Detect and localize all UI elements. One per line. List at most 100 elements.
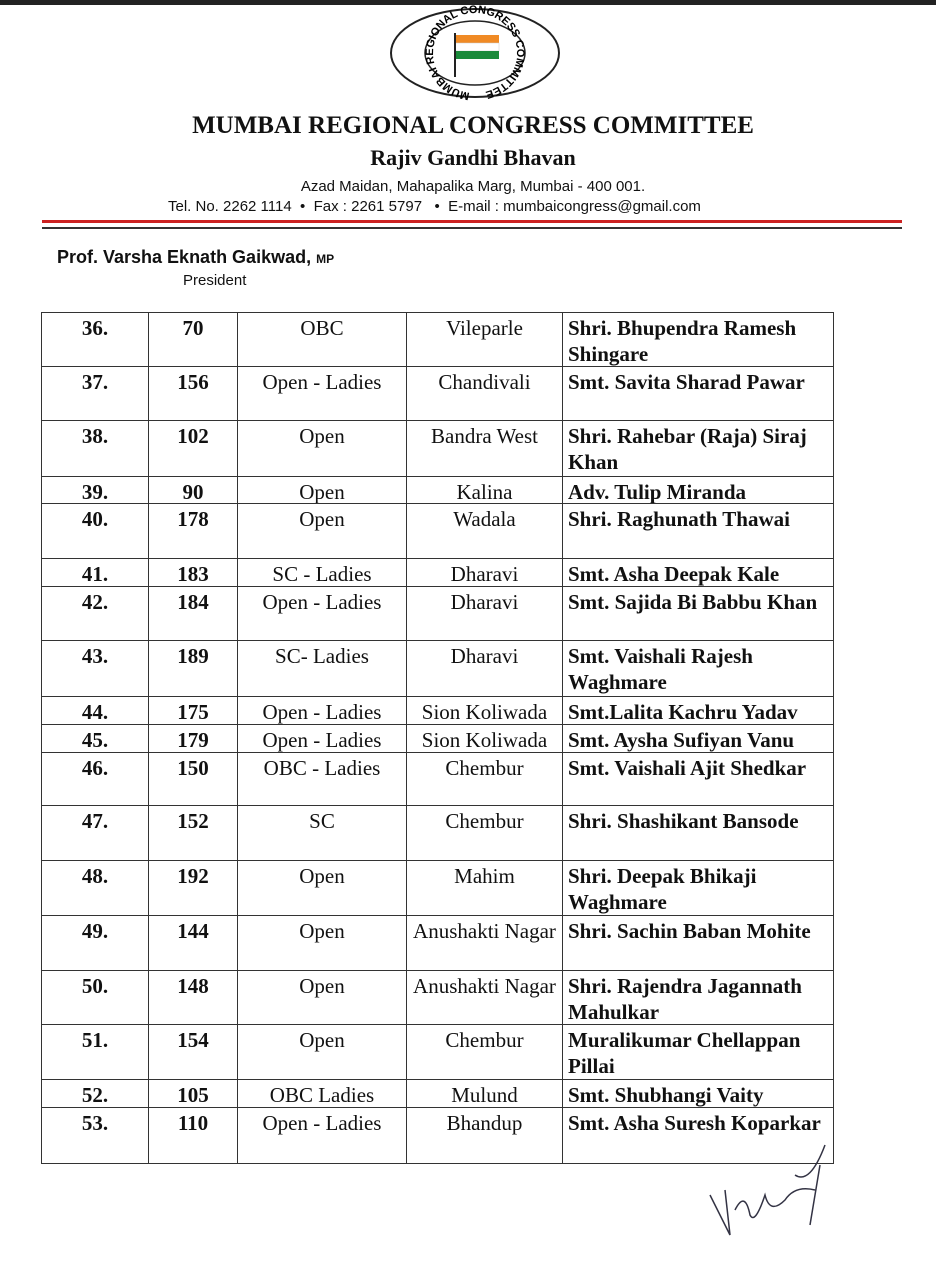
ward-cell: 192 [148, 860, 238, 916]
top-bar [0, 0, 936, 5]
serial-cell: 45. [41, 724, 149, 753]
category-cell: SC- Ladies [237, 640, 407, 697]
constituency-cell: Wadala [406, 503, 563, 559]
category-cell: SC [237, 805, 407, 861]
category-cell: Open [237, 503, 407, 559]
ward-cell: 144 [148, 915, 238, 971]
category-cell: Open [237, 970, 407, 1025]
rule [42, 220, 902, 223]
suffix: MP [316, 252, 335, 266]
ward-cell: 154 [148, 1024, 238, 1080]
constituency-cell: Dharavi [406, 640, 563, 697]
name-cell: Smt. Vaishali Ajit Shedkar [562, 752, 834, 806]
constituency-cell: Chembur [406, 752, 563, 806]
name-cell: Shri. Rahebar (Raja) Siraj Khan [562, 420, 834, 477]
serial-cell: 51. [41, 1024, 149, 1080]
name-cell: Shri. Sachin Baban Mohite [562, 915, 834, 971]
ward-cell: 179 [148, 724, 238, 753]
name-cell: Smt. Asha Deepak Kale [562, 558, 834, 587]
constituency-cell: Mahim [406, 860, 563, 916]
subtitle: Rajiv Gandhi Bhavan [370, 145, 576, 170]
constituency-cell: Bhandup [406, 1107, 563, 1164]
ward-cell: 178 [148, 503, 238, 559]
serial-cell: 40. [41, 503, 149, 559]
constituency-cell: Chandivali [406, 366, 563, 421]
category-cell: OBC [237, 312, 407, 367]
logo: MUMBAI REGIONAL CONGRESS COMMITTEE [390, 5, 560, 102]
name-cell: Smt. Sajida Bi Babbu Khan [562, 586, 834, 641]
ward-cell: 102 [148, 420, 238, 477]
constituency-cell: Vileparle [406, 312, 563, 367]
address: Azad Maidan, Mahapalika Marg, Mumbai - 4… [300, 178, 646, 195]
constituency-cell: Mulund [406, 1079, 563, 1108]
name-cell: Muralikumar Chellappan Pillai [562, 1024, 834, 1080]
name-cell: Shri. Deepak Bhikaji Waghmare [562, 860, 834, 916]
category-cell: Open [237, 915, 407, 971]
name-cell: Adv. Tulip Miranda [562, 476, 834, 504]
name-cell: Smt.Lalita Kachru Yadav [562, 696, 834, 725]
name-cell: Smt. Vaishali Rajesh Waghmare [562, 640, 834, 697]
serial-cell: 53. [41, 1107, 149, 1164]
ward-cell: 110 [148, 1107, 238, 1164]
constituency-cell: Chembur [406, 805, 563, 861]
name-cell: Shri. Shashikant Bansode [562, 805, 834, 861]
category-cell: Open [237, 1024, 407, 1080]
serial-cell: 50. [41, 970, 149, 1025]
signature [709, 1144, 826, 1236]
category-cell: OBC - Ladies [237, 752, 407, 806]
president-name: Prof. Varsha Eknath Gaikwad, MP [57, 247, 334, 268]
rule [42, 227, 902, 229]
ward-cell: 184 [148, 586, 238, 641]
ward-cell: 152 [148, 805, 238, 861]
category-cell: Open - Ladies [237, 724, 407, 753]
constituency-cell: Sion Koliwada [406, 724, 563, 753]
ward-cell: 150 [148, 752, 238, 806]
name-cell: Smt. Shubhangi Vaity [562, 1079, 834, 1108]
constituency-cell: Anushakti Nagar [406, 915, 563, 971]
ward-cell: 156 [148, 366, 238, 421]
category-cell: Open [237, 420, 407, 477]
serial-cell: 43. [41, 640, 149, 697]
category-cell: SC - Ladies [237, 558, 407, 587]
serial-cell: 39. [41, 476, 149, 504]
name-cell: Shri. Raghunath Thawai [562, 503, 834, 559]
category-cell: Open - Ladies [237, 1107, 407, 1164]
category-cell: Open [237, 860, 407, 916]
constituency-cell: Kalina [406, 476, 563, 504]
serial-cell: 42. [41, 586, 149, 641]
serial-cell: 36. [41, 312, 149, 367]
serial-cell: 52. [41, 1079, 149, 1108]
category-cell: Open [237, 476, 407, 504]
category-cell: Open - Ladies [237, 586, 407, 641]
ward-cell: 189 [148, 640, 238, 697]
category-cell: OBC Ladies [237, 1079, 407, 1108]
name-cell: Smt. Savita Sharad Pawar [562, 366, 834, 421]
constituency-cell: Sion Koliwada [406, 696, 563, 725]
constituency-cell: Bandra West [406, 420, 563, 477]
constituency-cell: Dharavi [406, 586, 563, 641]
serial-cell: 38. [41, 420, 149, 477]
name-cell: Shri. Rajendra Jagannath Mahulkar [562, 970, 834, 1025]
name-cell: Smt. Aysha Sufiyan Vanu [562, 724, 834, 753]
ward-cell: 105 [148, 1079, 238, 1108]
ward-cell: 90 [148, 476, 238, 504]
serial-cell: 47. [41, 805, 149, 861]
title: MUMBAI REGIONAL CONGRESS COMMITTEE [192, 112, 754, 139]
name-cell: Shri. Bhupendra Ramesh Shingare [562, 312, 834, 367]
constituency-cell: Anushakti Nagar [406, 970, 563, 1025]
contact: Tel. No. 2262 1114 • Fax : 2261 5797 • E… [168, 198, 701, 215]
ward-cell: 175 [148, 696, 238, 725]
president-role: President [183, 272, 247, 289]
constituency-cell: Dharavi [406, 558, 563, 587]
category-cell: Open - Ladies [237, 366, 407, 421]
serial-cell: 44. [41, 696, 149, 725]
serial-cell: 37. [41, 366, 149, 421]
name: Prof. Varsha Eknath Gaikwad, [57, 247, 312, 267]
ward-cell: 183 [148, 558, 238, 587]
ward-cell: 70 [148, 312, 238, 367]
name-cell: Smt. Asha Suresh Koparkar [562, 1107, 834, 1164]
serial-cell: 48. [41, 860, 149, 916]
category-cell: Open - Ladies [237, 696, 407, 725]
serial-cell: 46. [41, 752, 149, 806]
